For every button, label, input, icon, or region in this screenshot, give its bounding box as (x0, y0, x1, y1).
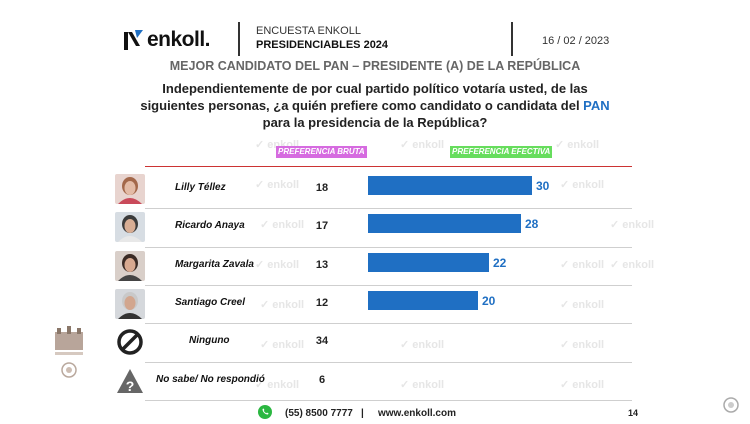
preferencia-bruta-value: 6 (318, 373, 326, 386)
preferencia-bruta-value: 34 (315, 335, 329, 348)
candidate-name-ninguno: Ninguno (189, 335, 230, 347)
row-divider (145, 399, 632, 401)
header-divider (238, 22, 240, 56)
candidate-name-lilly-tellez: Lilly Téllez (175, 182, 226, 193)
watermark-text: ✓ enkoll (555, 139, 600, 151)
candidate-name-margarita-zavala: Margarita Zavala (175, 258, 254, 270)
watermark-text: ✓ enkoll (260, 339, 305, 351)
watermark-text: ✓ enkoll (560, 379, 605, 391)
question-pan: PAN (583, 98, 610, 113)
watermark-text: ✓ enkoll (610, 219, 655, 231)
no-symbol-icon (115, 327, 145, 357)
survey-question: Independientemente de por cual partido p… (130, 80, 620, 131)
chart-subtitle: MEJOR CANDIDATO DEL PAN – PRESIDENTE (A)… (169, 59, 581, 73)
footer-website[interactable]: www.enkoll.com (378, 408, 456, 419)
svg-text:?: ? (126, 378, 135, 394)
preferencia-bruta-value: 13 (315, 258, 329, 271)
watermark-text: ✓ enkoll (255, 179, 300, 191)
preferencia-bruta-value: 17 (315, 220, 329, 233)
footer-phone: (55) 8500 7777 (285, 408, 353, 419)
preferencia-efectiva-label: 20 (482, 293, 496, 308)
corner-seal-icon (723, 397, 739, 413)
watermark-text: ✓ enkoll (560, 299, 605, 311)
watermark-text: ✓ enkoll (255, 379, 300, 391)
watermark-text: ✓ enkoll (560, 179, 605, 191)
watermark-text: ✓ enkoll (400, 339, 445, 351)
watermark-text: ✓ enkoll (260, 219, 305, 231)
candidate-name-santiago-creel: Santiago Creel (175, 296, 246, 308)
preferencia-efectiva-bar (368, 252, 489, 272)
watermark-text: ✓ enkoll (560, 259, 605, 271)
page-number: 14 (628, 408, 639, 418)
preferencia-efectiva-label: 28 (525, 217, 539, 232)
enkoll-logo-icon (123, 28, 145, 52)
avatar (115, 174, 145, 204)
preferencia-efectiva-label: 22 (493, 255, 507, 270)
header-preferencia-bruta: PREFERENCIA BRUTA (276, 146, 367, 158)
logo-text: enkoll. (147, 28, 211, 51)
watermark-text: ✓ enkoll (260, 299, 305, 311)
preferencia-efectiva-label: 30 (536, 179, 550, 193)
preferencia-bruta-value: 12 (315, 296, 329, 309)
row-divider (145, 208, 632, 210)
seal-icon (52, 326, 86, 378)
header-rule (145, 166, 632, 167)
question-line1: Independientemente de por cual partido p… (162, 81, 588, 96)
preferencia-efectiva-bar (368, 290, 478, 310)
watermark-text: ✓ enkoll (560, 339, 605, 351)
avatar (115, 288, 145, 319)
row-divider (145, 284, 632, 286)
question-line3: para la presidencia de la República? (262, 115, 488, 130)
question-line2: siguientes personas, ¿a quién prefiere c… (140, 98, 584, 113)
avatar (115, 212, 145, 243)
header-divider (511, 22, 513, 56)
survey-date: 16 / 02 / 2023 (542, 35, 610, 47)
question-warning-icon: ? (115, 366, 145, 396)
watermark-text: ✓ enkoll (400, 379, 445, 391)
whatsapp-icon (258, 405, 272, 419)
survey-name: ENCUESTA ENKOLL (256, 25, 361, 37)
preferencia-bruta-value: 18 (315, 182, 329, 194)
watermark-text: ✓ enkoll (610, 259, 655, 271)
candidate-name-ricardo-anaya: Ricardo Anaya (175, 220, 245, 232)
candidate-name-no-sabe-no-respondio: No sabe/ No respondió (156, 373, 265, 385)
row-divider (145, 323, 632, 325)
footer-separator: | (361, 408, 364, 419)
header-preferencia-efectiva: PREFERENCIA EFECTIVA (450, 146, 553, 158)
preferencia-efectiva-bar (368, 176, 532, 195)
row-divider (145, 361, 632, 363)
avatar (115, 250, 145, 281)
survey-title: PRESIDENCIABLES 2024 (256, 39, 389, 51)
watermark-text: ✓ enkoll (400, 139, 445, 151)
preferencia-efectiva-bar (368, 214, 521, 234)
watermark-text: ✓ enkoll (255, 259, 300, 271)
row-divider (145, 246, 632, 248)
